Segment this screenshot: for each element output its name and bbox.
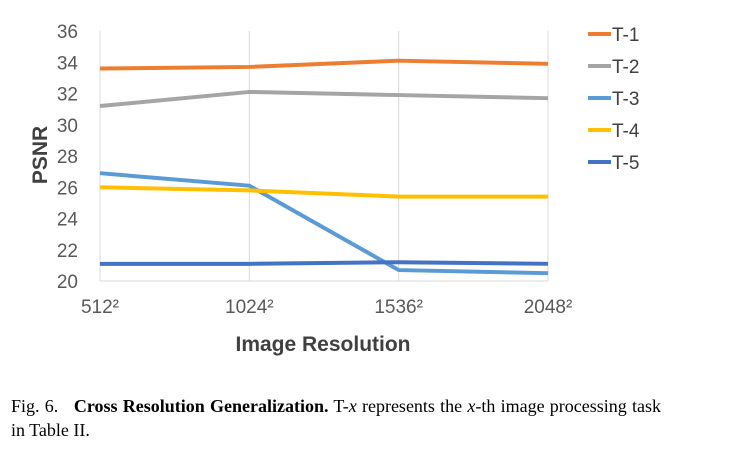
y-tick-label: 30 xyxy=(57,116,78,137)
series-line-t-4 xyxy=(99,185,548,199)
y-tick-label: 22 xyxy=(57,241,78,262)
x-tick-label: 512² xyxy=(81,297,119,318)
y-tick-label: 34 xyxy=(57,53,79,74)
caption-x-var-2: x xyxy=(467,396,476,416)
caption-text2: -th image processing task in Table II. xyxy=(11,396,661,440)
caption-text1: represents the xyxy=(361,396,463,416)
caption-title: Cross Resolution Generalization. xyxy=(73,396,329,416)
grid-lines xyxy=(99,31,549,282)
legend-label: T-1 xyxy=(612,25,639,46)
x-tick-labels: 512² 1024² 1536² 2048² xyxy=(81,297,572,318)
legend: T-1 T-2 T-3 T-4 T-5 xyxy=(588,25,640,174)
figure-caption: Fig. 6. Cross Resolution Generalization.… xyxy=(11,394,661,442)
x-axis-title: Image Resolution xyxy=(235,333,410,356)
legend-label: T-2 xyxy=(612,57,639,78)
y-tick-label: 24 xyxy=(57,210,79,231)
legend-label: T-3 xyxy=(612,89,639,110)
y-tick-label: 26 xyxy=(57,178,78,199)
x-tick-label: 1024² xyxy=(225,297,274,318)
series-lines xyxy=(99,58,549,276)
caption-x-var: x xyxy=(348,396,357,416)
caption-label: Fig. 6. xyxy=(11,396,59,416)
y-tick-labels: 20 22 24 26 28 30 32 34 36 xyxy=(57,22,79,293)
x-tick-label: 2048² xyxy=(524,297,573,318)
line-chart: 20 22 24 26 28 30 32 34 36 512² 1024² 1536² 2048² T… xyxy=(29,22,640,356)
series-line-t-2 xyxy=(99,89,549,108)
series-line-t-3 xyxy=(99,171,549,276)
legend-label: T-4 xyxy=(612,121,640,142)
legend-label: T-5 xyxy=(612,153,639,174)
caption-t-prefix: T- xyxy=(333,396,349,416)
series-line-t-1 xyxy=(99,58,549,71)
x-tick-label: 1536² xyxy=(374,297,423,318)
series-line-t-5 xyxy=(100,260,549,266)
y-axis-title: PSNR xyxy=(29,126,52,184)
y-tick-label: 28 xyxy=(57,147,78,168)
y-tick-label: 32 xyxy=(57,85,78,106)
y-tick-label: 20 xyxy=(57,272,78,293)
y-tick-label: 36 xyxy=(57,22,78,43)
